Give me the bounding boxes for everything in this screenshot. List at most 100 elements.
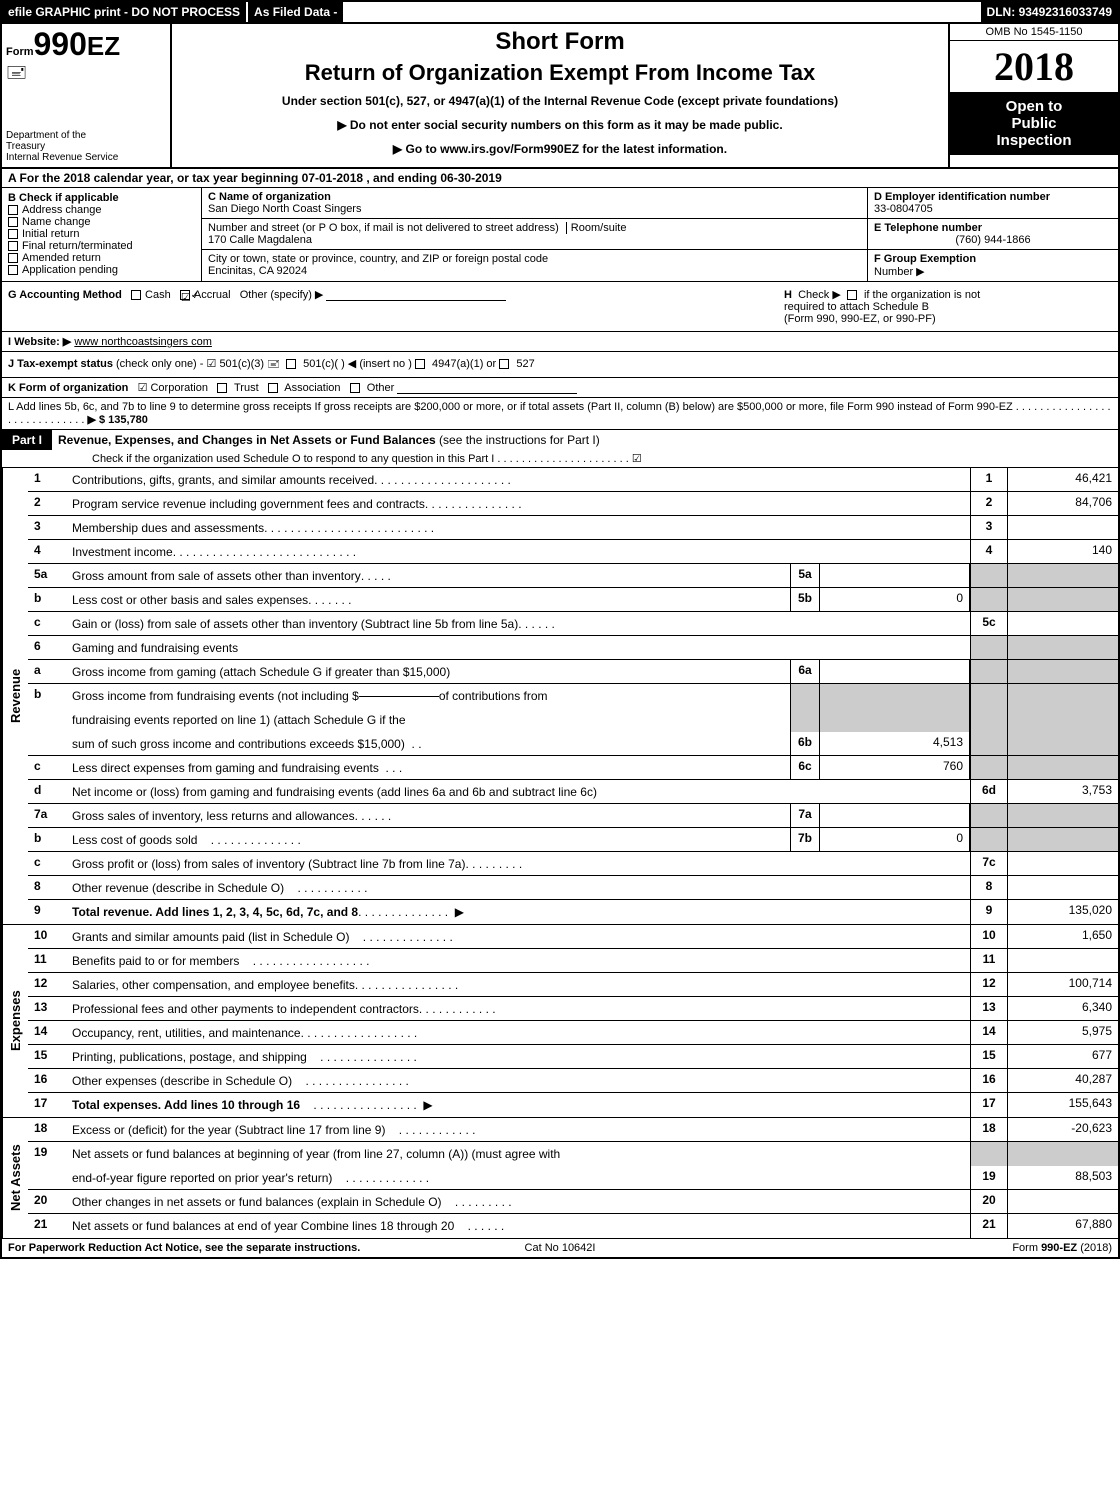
part1-header-row: Part I Revenue, Expenses, and Changes in…: [2, 429, 1118, 450]
netassets-section: Net Assets 18 Excess or (deficit) for th…: [2, 1117, 1118, 1238]
form-990: 990: [34, 26, 87, 62]
h-text2: if the organization is not: [864, 289, 980, 301]
netassets-lines: 18 Excess or (deficit) for the year (Sub…: [28, 1118, 1118, 1238]
cb-schedule-o[interactable]: ☑: [632, 453, 642, 465]
j-label: J Tax-exempt status: [8, 358, 113, 370]
revenue-section: Revenue 1 Contributions, gifts, grants, …: [2, 468, 1118, 924]
g-other-blank[interactable]: [326, 300, 506, 301]
efile-label: efile GRAPHIC print - DO NOT PROCESS: [2, 2, 246, 22]
line-1-val: 46,421: [1008, 468, 1118, 491]
cb-initial-return[interactable]: Initial return: [8, 228, 195, 240]
dept-line1: Department of the: [6, 130, 166, 141]
footer-mid: Cat No 10642I: [376, 1242, 744, 1254]
open-to-public: Open to Public Inspection: [950, 92, 1118, 155]
line-6a: a Gross income from gaming (attach Sched…: [28, 660, 1118, 684]
part1-title: Revenue, Expenses, and Changes in Net As…: [52, 430, 606, 450]
i-label: I Website: ▶: [8, 336, 71, 348]
c-city-value: Encinitas, CA 92024: [208, 265, 861, 277]
cb-501c3[interactable]: ☑ 501(c)(3): [207, 358, 265, 370]
check-o-text: Check if the organization used Schedule …: [92, 453, 494, 465]
cb-527[interactable]: 527: [499, 358, 534, 370]
expenses-section: Expenses 10 Grants and similar amounts p…: [2, 924, 1118, 1117]
line-5b: b Less cost or other basis and sales exp…: [28, 588, 1118, 612]
h-text3: required to attach Schedule B: [784, 301, 929, 313]
row-a-tax-year: A For the 2018 calendar year, or tax yea…: [2, 167, 1118, 187]
revenue-lines: 1 Contributions, gifts, grants, and simi…: [28, 468, 1118, 924]
line-5c: c Gain or (loss) from sale of assets oth…: [28, 612, 1118, 636]
k-label: K Form of organization: [8, 382, 128, 394]
page-footer: For Paperwork Reduction Act Notice, see …: [2, 1238, 1118, 1257]
under-section: Under section 501(c), 527, or 4947(a)(1)…: [178, 94, 942, 108]
goto-text: ▶ Go to www.irs.gov/Form990EZ for the la…: [393, 142, 727, 156]
line-13: 13 Professional fees and other payments …: [28, 997, 1118, 1021]
topbar: efile GRAPHIC print - DO NOT PROCESS As …: [2, 2, 1118, 24]
row-i-website: I Website: ▶ www northcoastsingers com: [2, 331, 1118, 351]
netassets-side-label: Net Assets: [2, 1118, 28, 1238]
cb-amended-return[interactable]: Amended return: [8, 252, 195, 264]
h-schedule-b: H Check ▶ if the organization is not req…: [778, 282, 1118, 331]
dln: DLN: 93492316033749: [981, 2, 1118, 22]
cb-4947[interactable]: 4947(a)(1) or: [415, 358, 496, 370]
line-7a: 7a Gross sales of inventory, less return…: [28, 804, 1118, 828]
cb-assoc[interactable]: Association: [268, 382, 341, 394]
form-prefix: Form: [6, 46, 34, 58]
d-ein: D Employer identification number 33-0804…: [868, 188, 1118, 219]
line-10: 10 Grants and similar amounts paid (list…: [28, 925, 1118, 949]
dept-line2: Treasury: [6, 141, 166, 152]
dln-label: DLN:: [987, 5, 1016, 19]
g-accounting-method: G Accounting Method Cash ☑Accrual Other …: [2, 282, 778, 331]
cb-corp[interactable]: ☑ Corporation: [138, 382, 208, 394]
row-l-gross-receipts: L Add lines 5b, 6c, and 7b to line 9 to …: [2, 397, 1118, 429]
row-gh: G Accounting Method Cash ☑Accrual Other …: [2, 281, 1118, 331]
goto-link[interactable]: ▶ Go to www.irs.gov/Form990EZ for the la…: [178, 142, 942, 156]
line-6: 6 Gaming and fundraising events: [28, 636, 1118, 660]
e-value: (760) 944-1866: [874, 234, 1112, 246]
cb-other[interactable]: Other: [350, 382, 395, 394]
section-c-org-info: C Name of organization San Diego North C…: [202, 188, 868, 281]
line-6b-2: fundraising events reported on line 1) (…: [28, 708, 1118, 732]
short-form-title: Short Form: [178, 28, 942, 56]
dln-value: 93492316033749: [1019, 5, 1112, 19]
line-1-rnum: 1: [970, 468, 1008, 491]
header: Form990EZ 🖃 Department of the Treasury I…: [2, 24, 1118, 167]
cb-final-return[interactable]: Final return/terminated: [8, 240, 195, 252]
c-street-row: Number and street (or P O box, if mail i…: [202, 219, 867, 250]
cb-accrual[interactable]: ☑Accrual: [180, 289, 231, 301]
line-12: 12 Salaries, other compensation, and emp…: [28, 973, 1118, 997]
line-6b-blank[interactable]: [359, 696, 439, 697]
form-990ez-page: efile GRAPHIC print - DO NOT PROCESS As …: [0, 0, 1120, 1259]
c-name-value: San Diego North Coast Singers: [208, 203, 861, 215]
row-k-org-form: K Form of organization ☑ Corporation Tru…: [2, 377, 1118, 397]
header-left: Form990EZ 🖃 Department of the Treasury I…: [2, 24, 172, 167]
h-text1: Check ▶: [798, 289, 841, 301]
line-14: 14 Occupancy, rent, utilities, and maint…: [28, 1021, 1118, 1045]
c-name-row: C Name of organization San Diego North C…: [202, 188, 867, 219]
open-line2: Public: [952, 115, 1116, 132]
cb-trust[interactable]: Trust: [217, 382, 259, 394]
i-value[interactable]: www northcoastsingers com: [74, 336, 212, 348]
form-number: Form990EZ: [6, 28, 166, 60]
part1-label: Part I: [2, 430, 52, 450]
line-7c: c Gross profit or (loss) from sales of i…: [28, 852, 1118, 876]
line-6c: c Less direct expenses from gaming and f…: [28, 756, 1118, 780]
asfiled-label: As Filed Data -: [246, 2, 343, 22]
cb-address-change[interactable]: Address change: [8, 204, 195, 216]
cb-app-pending[interactable]: Application pending: [8, 264, 195, 276]
return-title: Return of Organization Exempt From Incom…: [178, 60, 942, 86]
part1-table: Revenue 1 Contributions, gifts, grants, …: [2, 467, 1118, 1238]
j-insert: ◀ (insert no ): [348, 358, 412, 370]
g-other: Other (specify) ▶: [240, 289, 324, 301]
dept-line3: Internal Revenue Service: [6, 152, 166, 163]
omb-number: OMB No 1545-1150: [950, 24, 1118, 41]
line-20: 20 Other changes in net assets or fund b…: [28, 1190, 1118, 1214]
line-21: 21 Net assets or fund balances at end of…: [28, 1214, 1118, 1238]
cb-501c[interactable]: 501(c)( ): [286, 358, 345, 370]
cb-cash[interactable]: Cash: [131, 289, 171, 301]
d-label: D Employer identification number: [874, 191, 1112, 203]
footer-right: Form 990-EZ (2018): [744, 1242, 1112, 1254]
k-other-blank[interactable]: [397, 393, 577, 394]
line-19-1: 19 Net assets or fund balances at beginn…: [28, 1142, 1118, 1166]
cb-schedule-b[interactable]: [847, 289, 861, 301]
cb-name-change[interactable]: Name change: [8, 216, 195, 228]
c-street-value: 170 Calle Magdalena: [208, 234, 861, 246]
